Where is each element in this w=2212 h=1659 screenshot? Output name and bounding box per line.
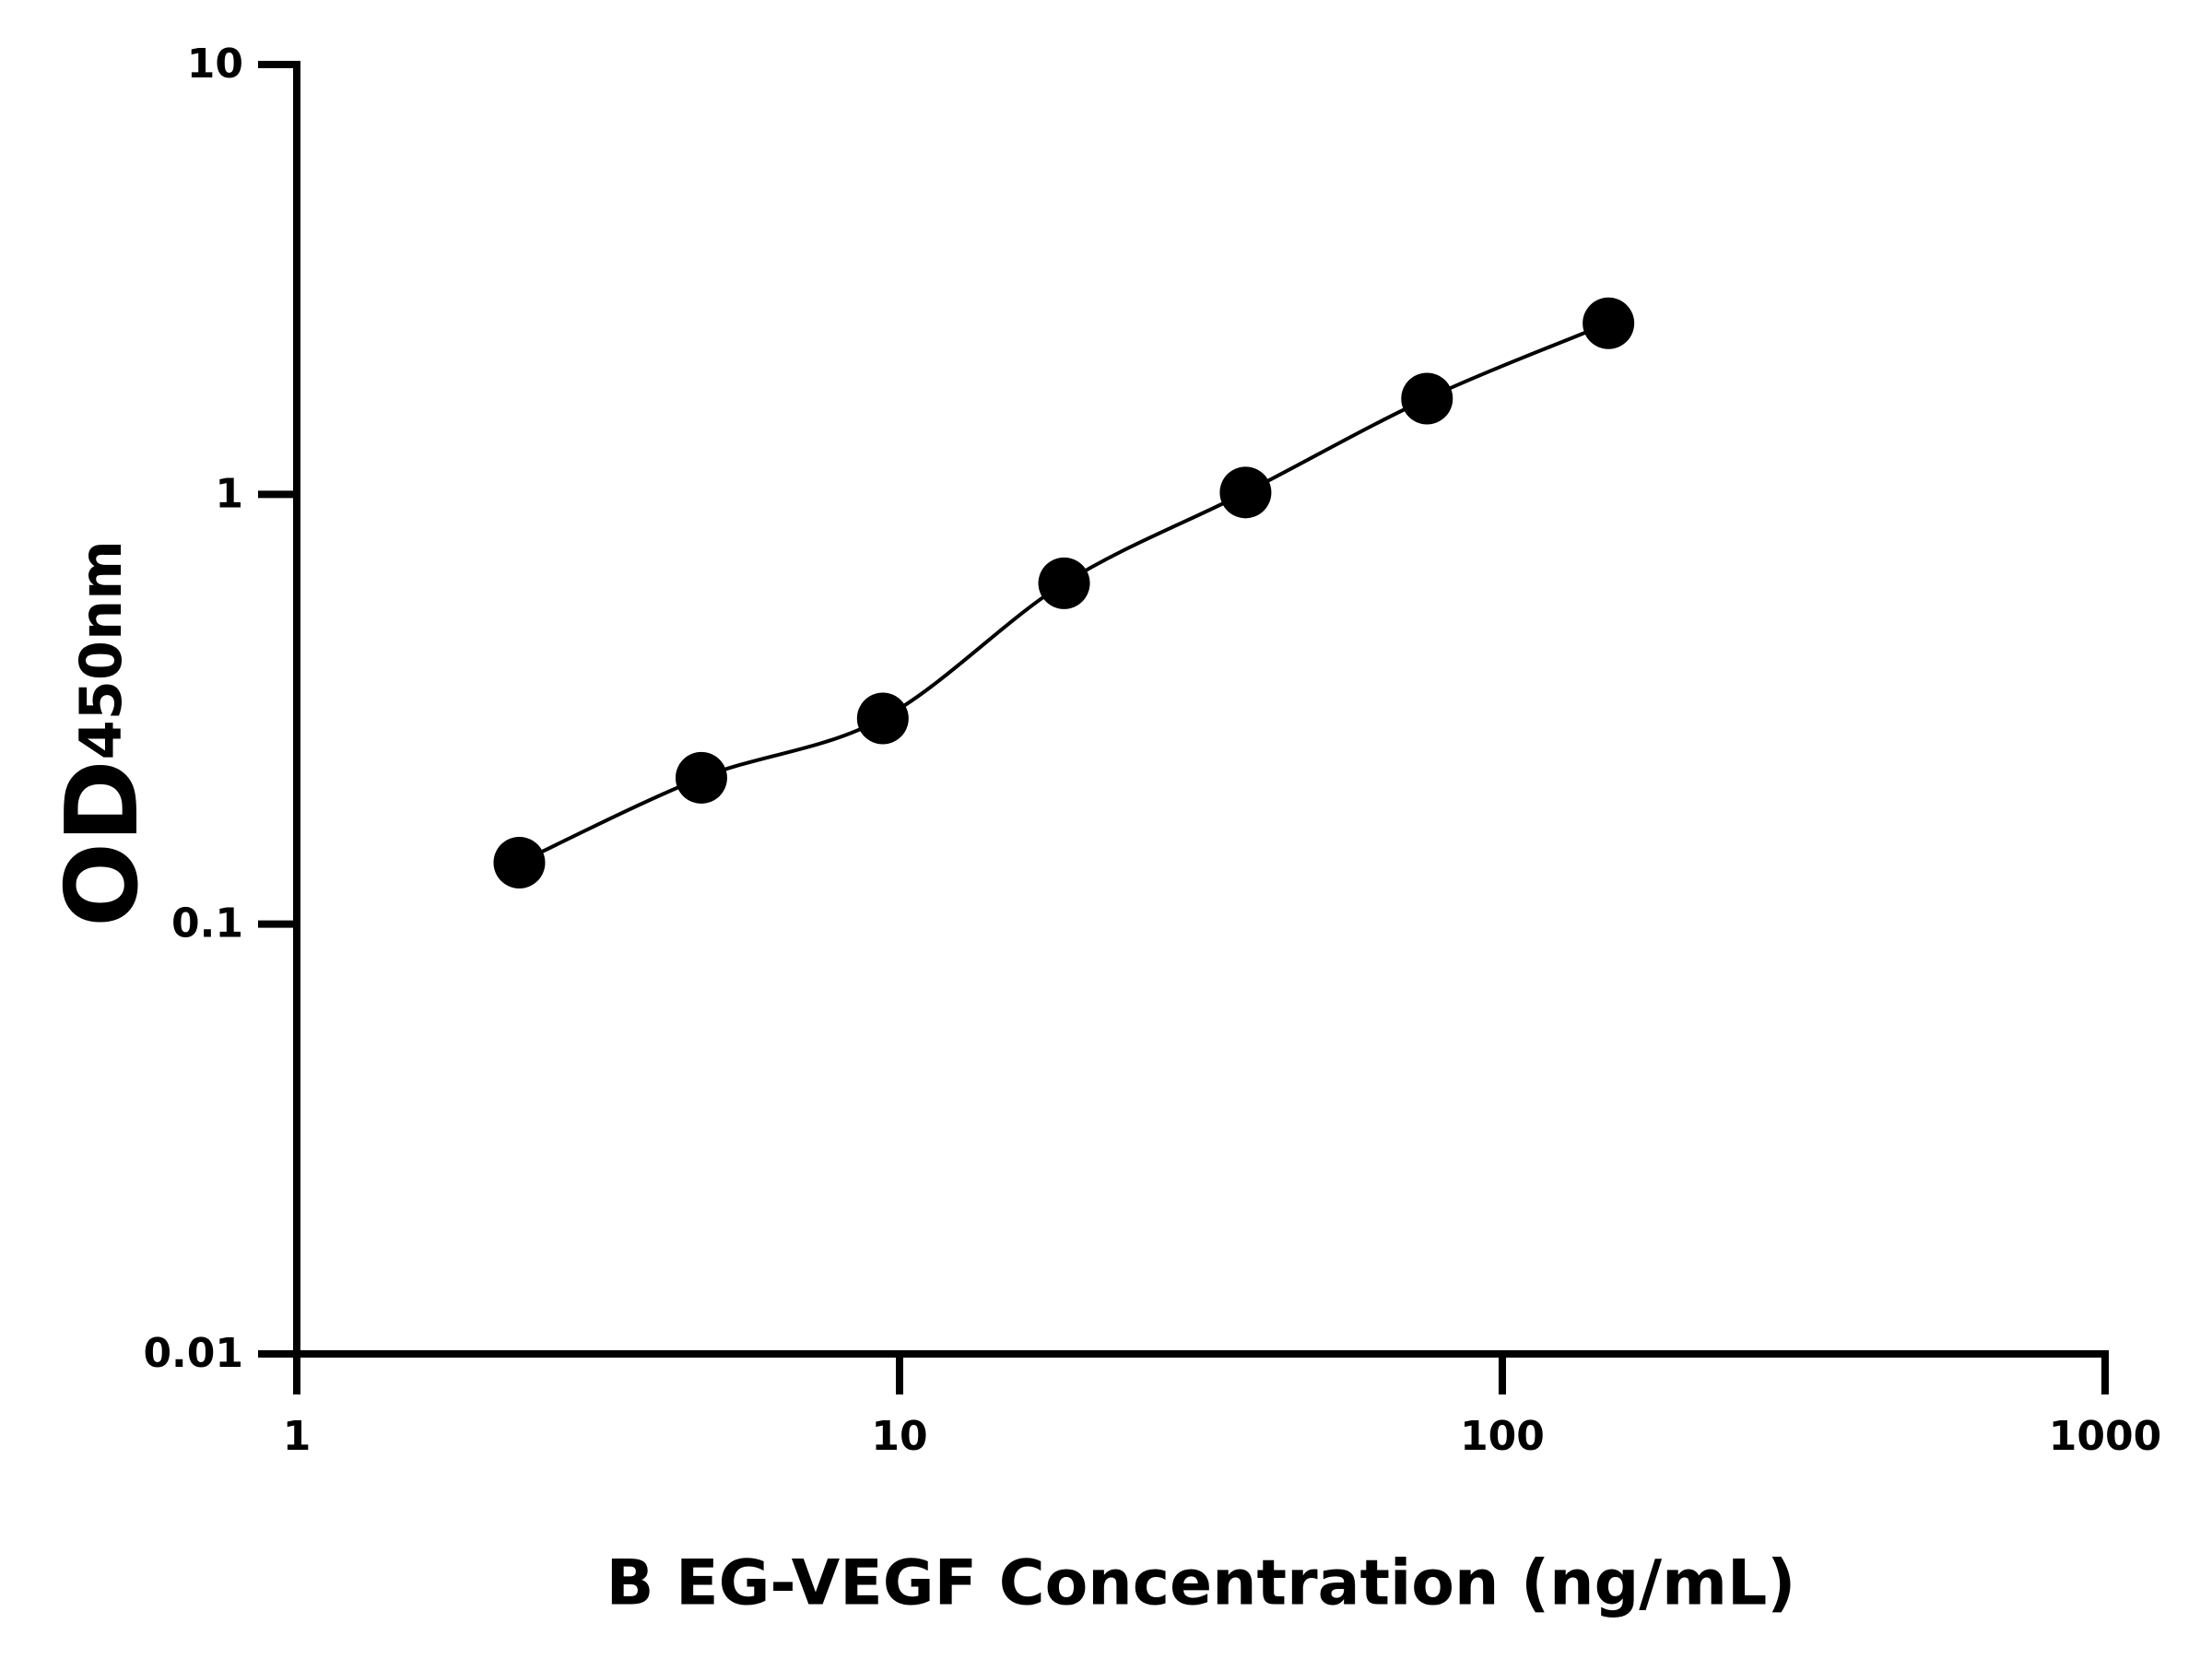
data-point — [1219, 466, 1272, 519]
y-label-main: OD — [45, 759, 160, 926]
x-tick-label: 1000 — [2049, 1413, 2161, 1460]
y-tick-label: 10 — [187, 41, 243, 88]
data-point — [1038, 557, 1090, 609]
data-point — [493, 836, 546, 888]
y-tick-label: 0.01 — [143, 1330, 243, 1377]
data-point — [1401, 372, 1453, 425]
y-axis-label: OD450nm — [45, 540, 160, 927]
x-tick-label: 10 — [871, 1413, 927, 1460]
y-tick-label: 0.1 — [171, 900, 243, 947]
y-label-subscript: 450nm — [67, 540, 135, 759]
y-tick-label: 1 — [215, 470, 243, 517]
x-axis-label: B EG-VEGF Concentration (ng/mL) — [606, 1547, 1796, 1620]
data-point — [1583, 297, 1635, 349]
data-point — [856, 692, 909, 745]
x-tick-label: 100 — [1460, 1413, 1545, 1460]
data-point — [675, 751, 727, 804]
x-tick-label: 1 — [283, 1413, 312, 1460]
